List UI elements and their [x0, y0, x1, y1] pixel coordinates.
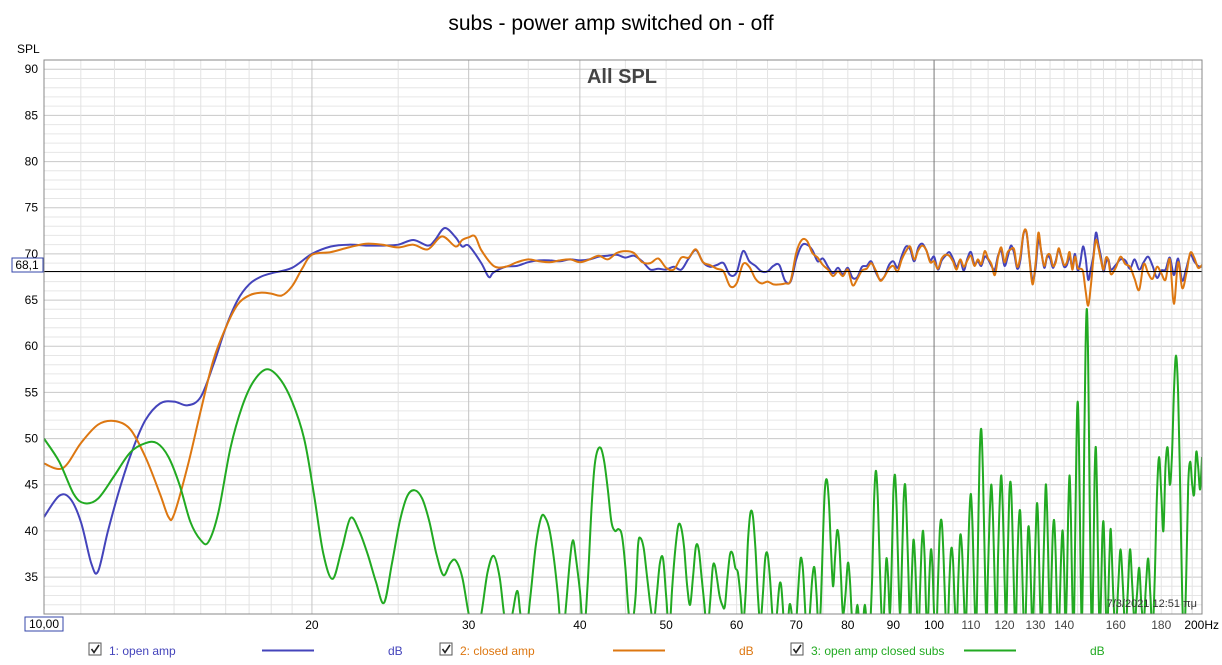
x-tick-label: 80: [841, 618, 855, 632]
x-tick-label: 200Hz: [1184, 618, 1219, 632]
legend-unit: dB: [388, 644, 403, 658]
x-tick-label: 140: [1054, 618, 1074, 632]
legend-unit: dB: [1090, 644, 1105, 658]
x-tick-label: 60: [730, 618, 744, 632]
y-tick-label: 50: [25, 432, 39, 446]
plot-frame: [43, 59, 1203, 615]
legend-label: 2: closed amp: [460, 644, 535, 658]
cursor-x-value: 10,00: [29, 617, 59, 631]
y-tick-label: 60: [25, 339, 39, 353]
y-tick-label: 70: [25, 247, 39, 261]
check-icon: [90, 644, 100, 654]
check-icon: [792, 644, 802, 654]
legend-label: 1: open amp: [109, 644, 176, 658]
legend-entry-3[interactable]: 3: open amp closed subs dB: [790, 642, 1105, 658]
series-line-3: [44, 308, 1202, 614]
series-line-2: [44, 228, 1202, 522]
x-tick-label: 180: [1151, 618, 1171, 632]
x-tick-label: 160: [1106, 618, 1126, 632]
y-tick-label: 35: [25, 570, 39, 584]
y-axis-label: SPL: [17, 42, 40, 56]
x-tick-label: 40: [573, 618, 587, 632]
x-tick-label: 120: [995, 618, 1015, 632]
x-tick-label: 100: [924, 618, 944, 632]
cursor-x-box: [24, 616, 64, 632]
inner-title: All SPL: [587, 66, 657, 88]
x-tick-label: 130: [1025, 618, 1045, 632]
timestamp: 7/3/2021 12:51 πμ: [1107, 598, 1197, 610]
legend-entry-1[interactable]: 1: open amp dB: [88, 642, 403, 658]
y-tick-label: 90: [25, 62, 39, 76]
y-tick-label: 80: [25, 155, 39, 169]
cursor-y-box: [11, 257, 44, 273]
series-layer: [44, 227, 1202, 614]
legend-unit: dB: [739, 644, 754, 658]
legend-checkbox[interactable]: [88, 642, 102, 656]
cursor-y-value: 68,1: [15, 258, 39, 272]
x-tick-label: 30: [462, 618, 476, 632]
x-tick-label: 110: [961, 618, 980, 632]
legend-label: 3: open amp closed subs: [811, 644, 944, 658]
x-ticks: 20 30 40 50 60 70 80 90 100 110 120 130 140 160 180 200…: [305, 618, 1219, 632]
legend-entry-2[interactable]: 2: closed amp dB: [439, 642, 754, 658]
y-tick-label: 75: [25, 201, 39, 215]
x-tick-label: 90: [887, 618, 901, 632]
legend-checkbox[interactable]: [439, 642, 453, 656]
y-tick-label: 55: [25, 385, 39, 399]
chart-title: subs - power amp switched on - off: [448, 12, 773, 35]
y-tick-label: 65: [25, 293, 39, 307]
legend-checkbox[interactable]: [790, 642, 804, 656]
x-tick-label: 50: [659, 618, 673, 632]
x-tick-label: 20: [305, 618, 319, 632]
check-icon: [441, 644, 451, 654]
y-tick-label: 40: [25, 524, 39, 538]
y-ticks: 90 85 80 75 70 65 60 55 50 45 40 35: [25, 62, 39, 584]
x-tick-label: 70: [790, 618, 804, 632]
legend: 1: open amp dB 2: closed amp dB 3: open amp …: [88, 642, 1105, 658]
y-tick-label: 85: [25, 108, 39, 122]
y-tick-label: 45: [25, 478, 39, 492]
